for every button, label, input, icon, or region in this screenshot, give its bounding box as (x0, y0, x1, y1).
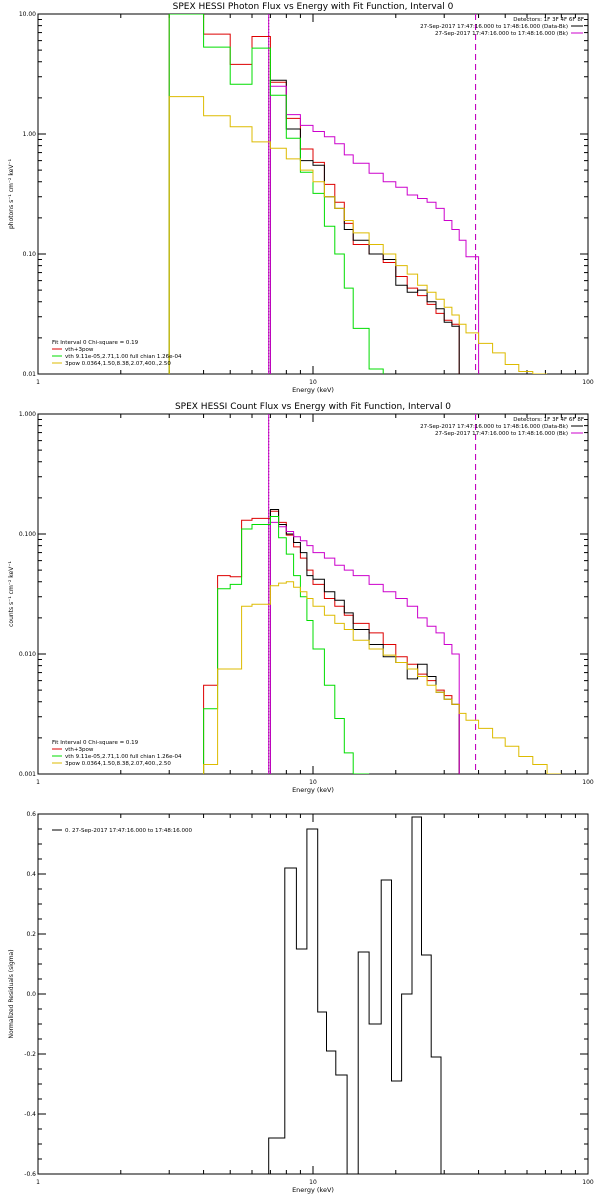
series-line-1 (269, 79, 460, 374)
y-tick-label: 0.010 (19, 651, 36, 658)
header-line: Detectors: 1F 3F 4F 6F 8F (513, 17, 584, 23)
chart-panel-0: SPEX HESSI Photon Flux vs Energy with Fi… (8, 2, 594, 394)
header-line: 27-Sep-2017 17:47:16.000 to 17:48:16.000… (435, 31, 568, 37)
series-line-0 (168, 14, 460, 374)
x-axis-label: Energy (keV) (292, 386, 334, 394)
y-tick-label: -0.6 (24, 1171, 36, 1178)
fit-info: Fit Interval 0 Chi-square = 0.19 (52, 340, 139, 346)
y-axis-label: photons s⁻¹ cm⁻² keV⁻¹ (8, 158, 15, 229)
header-line: 27-Sep-2017 17:47:16.000 to 17:48:16.000… (420, 424, 568, 430)
header-line: 27-Sep-2017 17:47:16.000 to 17:48:16.000… (420, 24, 568, 30)
x-axis-label: Energy (keV) (292, 786, 334, 794)
y-tick-label: 0.01 (23, 371, 37, 378)
y-tick-label: 0.001 (19, 771, 36, 778)
x-tick-label: 100 (582, 779, 594, 786)
series-group (268, 816, 442, 1174)
y-tick-label: 1.000 (19, 411, 36, 418)
y-tick-label: 0.10 (23, 251, 37, 258)
y-tick-label: 0.6 (26, 811, 36, 818)
chart-title: SPEX HESSI Photon Flux vs Energy with Fi… (173, 2, 454, 12)
fit-info: Fit Interval 0 Chi-square = 0.19 (52, 740, 139, 746)
plot-frame (37, 813, 589, 1175)
series-group (168, 14, 548, 374)
legend-label: vth 9.11e-05,2.71,1.00 full chian 1.26e-… (65, 754, 182, 760)
series-line-4 (203, 581, 562, 774)
legend-label: 3pow 0.0364,1.50,8.38,2.07,400.,2.50 (65, 761, 171, 767)
chart-title: SPEX HESSI Count Flux vs Energy with Fit… (175, 402, 451, 412)
legend-label: 3pow 0.0364,1.50,8.38,2.07,400.,2.50 (65, 361, 171, 367)
x-tick-label: 10 (309, 1179, 317, 1186)
y-axis-label: Normalized Residuals (sigma) (8, 949, 15, 1038)
series-line-0 (268, 816, 442, 1174)
series-group (203, 509, 562, 774)
x-tick-label: 10 (309, 779, 317, 786)
x-tick-label: 1 (36, 379, 40, 386)
series-line-2 (269, 521, 460, 774)
series-line-1 (269, 509, 460, 774)
chart-panel-2: 1 10 100 Energy (keV) -0.6 -0.4 -0.2 0.0 0.2 0.4 0… (8, 811, 594, 1194)
header-line: 27-Sep-2017 17:47:16.000 to 17:48:16.000… (435, 431, 568, 437)
header-line: Detectors: 1F 3F 4F 6F 8F (513, 417, 584, 423)
y-tick-label: 0.100 (19, 531, 36, 538)
x-tick-label: 100 (582, 379, 594, 386)
y-tick-label: -0.2 (24, 1051, 36, 1058)
x-axis-label: Energy (keV) (292, 1186, 334, 1194)
y-tick-label: 1.00 (23, 131, 37, 138)
legend-label: vth 9.11e-05,2.71,1.00 full chian 1.26e-… (65, 354, 182, 360)
legend-label: vth+3pow (65, 747, 94, 753)
legend-label: 0. 27-Sep-2017 17:47:16.000 to 17:48:16.… (65, 828, 192, 834)
y-tick-label: 10.00 (19, 11, 36, 18)
chart-panel-1: SPEX HESSI Count Flux vs Energy with Fit… (8, 402, 594, 794)
plot-frame (37, 413, 589, 775)
series-line-4 (168, 96, 548, 374)
y-tick-label: -0.4 (24, 1111, 36, 1118)
y-tick-label: 0.4 (26, 871, 36, 878)
series-line-3 (203, 516, 370, 774)
x-tick-label: 100 (582, 1179, 594, 1186)
legend-label: vth+3pow (65, 347, 94, 353)
series-line-2 (269, 85, 480, 374)
y-tick-label: 0.2 (26, 931, 36, 938)
plot-frame (37, 13, 589, 375)
x-tick-label: 1 (36, 1179, 40, 1186)
x-tick-label: 1 (36, 779, 40, 786)
series-line-3 (168, 14, 384, 374)
x-tick-label: 10 (309, 379, 317, 386)
y-tick-label: 0.0 (26, 991, 36, 998)
y-axis-label: counts s⁻¹ cm⁻² keV⁻¹ (8, 561, 15, 627)
